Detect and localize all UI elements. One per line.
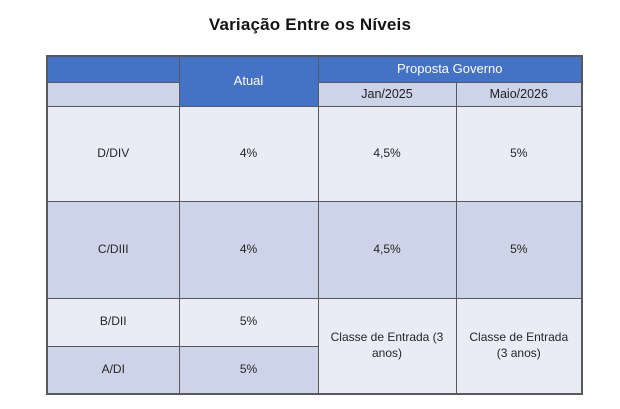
- cell-maio-d-div: 5%: [455, 105, 583, 202]
- cell-level-d-div: D/DIV: [46, 105, 180, 202]
- cell-atual-c-diii: 4%: [178, 200, 319, 299]
- header-row-top: Atual Proposta Governo: [46, 55, 583, 107]
- header-cell-maio-2026: Maio/2026: [455, 81, 583, 107]
- cell-level-c-diii: C/DIII: [46, 200, 180, 299]
- header-cell-empty-sub: [46, 81, 180, 107]
- table-row-c-diii: C/DIII 4% 4,5% 5%: [46, 200, 583, 299]
- table-row-a-di: A/DI 5%: [46, 345, 582, 395]
- cell-level-b-dii: B/DII: [46, 297, 180, 347]
- table-row-b-dii: B/DII 5% Classe de Entrada (3 anos) Clas…: [46, 297, 583, 395]
- variation-table: Atual Proposta Governo Jan/2025 Maio/202…: [46, 55, 584, 395]
- cell-jan-d-div: 4,5%: [317, 105, 457, 202]
- cell-level-a-di: A/DI: [46, 345, 180, 395]
- header-cell-proposta-governo: Proposta Governo: [317, 55, 583, 83]
- cell-jan-c-diii: 4,5%: [317, 200, 457, 299]
- header-cell-empty-top: [46, 55, 180, 83]
- cell-atual-b-dii: 5%: [178, 297, 319, 347]
- cell-maio-classe-entrada: Classe de Entrada (3 anos): [455, 297, 583, 395]
- cell-maio-c-diii: 5%: [455, 200, 583, 299]
- cell-atual-a-di: 5%: [178, 345, 319, 395]
- cell-jan-classe-entrada: Classe de Entrada (3 anos): [317, 297, 457, 395]
- page-title: Variação Entre os Níveis: [208, 15, 412, 34]
- table-row-d-div: D/DIV 4% 4,5% 5%: [46, 105, 583, 202]
- header-cell-atual: Atual: [178, 55, 319, 107]
- header-cell-jan-2025: Jan/2025: [317, 81, 457, 107]
- cell-atual-d-div: 4%: [178, 105, 319, 202]
